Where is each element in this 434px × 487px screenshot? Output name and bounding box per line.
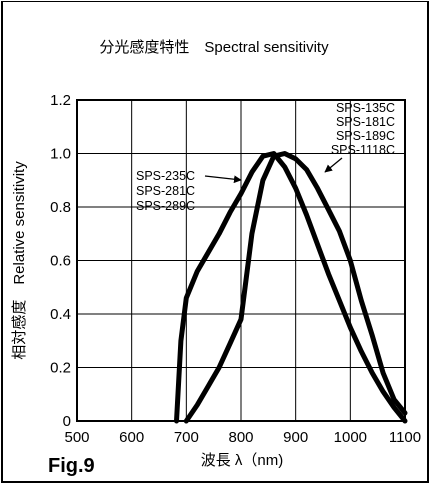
- series-2-label: SPS-1118C: [331, 143, 395, 157]
- series-2-label: SPS-189C: [336, 129, 395, 143]
- y-tick-label: 0.6: [50, 253, 71, 270]
- series-line-1: [174, 151, 408, 424]
- y-tick-label: 1.0: [50, 146, 71, 163]
- y-tick-label: 1.2: [50, 92, 71, 109]
- x-tick-label: 500: [64, 429, 89, 446]
- series-2-label: SPS-135C: [336, 101, 395, 115]
- x-tick-label: 700: [174, 429, 199, 446]
- y-tick-label: 0.2: [50, 360, 71, 377]
- x-tick-label: 1100: [389, 429, 421, 446]
- figure-label: Fig.9: [48, 455, 95, 477]
- x-tick-label: 800: [228, 429, 253, 446]
- y-axis-label: 相対感度 Relative sensitivity: [11, 161, 28, 360]
- figure-frame: [1, 1, 429, 483]
- series-line-2: [183, 151, 408, 424]
- x-tick-label: 900: [283, 429, 308, 446]
- series-1-label: SPS-289C: [136, 199, 195, 213]
- series-1-arrow: [204, 175, 242, 184]
- plot-area: [76, 99, 406, 422]
- chart-title: 分光感度特性 Spectral sensitivity: [99, 39, 329, 56]
- y-tick-label: 0: [63, 413, 71, 430]
- x-tick-label: 1000: [334, 429, 367, 446]
- series-2-arrow: [324, 157, 343, 173]
- x-tick-label: 600: [119, 429, 144, 446]
- series-1-label: SPS-235C: [136, 169, 195, 183]
- y-tick-label: 0.4: [50, 306, 71, 323]
- y-tick-label: 0.8: [50, 199, 71, 216]
- series-2-label: SPS-181C: [336, 115, 395, 129]
- x-axis-label: 波長 λ（nm): [201, 452, 284, 469]
- series-1-label: SPS-281C: [136, 184, 195, 198]
